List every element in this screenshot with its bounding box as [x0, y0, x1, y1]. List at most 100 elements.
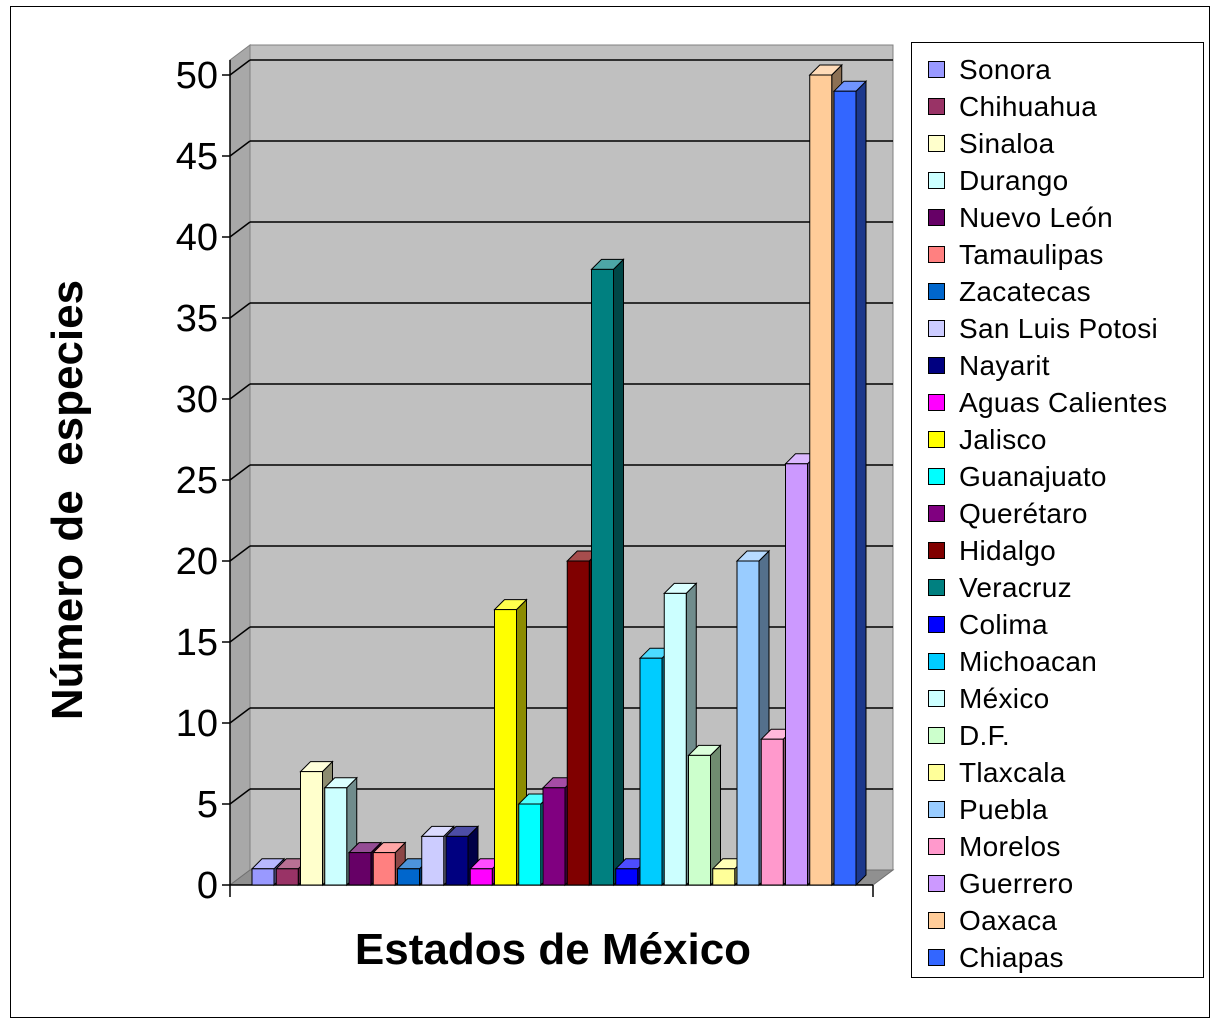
legend-label: Jalisco	[959, 423, 1047, 455]
legend-label: Chihuahua	[959, 90, 1098, 122]
legend-swatch	[928, 727, 945, 744]
legend-swatch	[928, 61, 945, 78]
y-tick-label: 0	[197, 865, 218, 907]
legend-label: Michoacan	[959, 645, 1098, 677]
legend-label: Tamaulipas	[959, 238, 1104, 270]
side-wall	[229, 44, 251, 886]
legend-swatch	[928, 431, 945, 448]
legend-swatch	[928, 912, 945, 929]
legend-item: Nayarit	[912, 347, 1203, 384]
gridline-side	[229, 59, 251, 76]
gridline-side	[229, 626, 251, 643]
legend-swatch	[928, 135, 945, 152]
bar-veracruz	[590, 258, 625, 887]
legend-item: Aguas Calientes	[912, 384, 1203, 421]
y-tick-label: 40	[176, 217, 218, 259]
legend-item: Guanajuato	[912, 458, 1203, 495]
legend-item: Nuevo León	[912, 199, 1203, 236]
gridline-side	[229, 302, 251, 319]
y-tick-label: 35	[176, 298, 218, 340]
legend-swatch	[928, 838, 945, 855]
y-tick-label: 30	[176, 379, 218, 421]
y-axis-title: Número de especies	[43, 280, 92, 720]
legend-item: Puebla	[912, 791, 1203, 828]
legend-label: Veracruz	[959, 571, 1072, 603]
legend-swatch	[928, 98, 945, 115]
legend-swatch	[928, 801, 945, 818]
legend-label: Nayarit	[959, 349, 1050, 381]
legend-item: Veracruz	[912, 569, 1203, 606]
y-tick-label: 10	[176, 703, 218, 745]
legend-label: Sinaloa	[959, 127, 1055, 159]
y-tick-label: 50	[176, 55, 218, 97]
legend-item: Morelos	[912, 828, 1203, 865]
gridline-side	[229, 545, 251, 562]
bar-d-f-	[687, 744, 722, 887]
legend-item: Querétaro	[912, 495, 1203, 532]
legend-swatch	[928, 468, 945, 485]
legend-label: Sonora	[959, 53, 1052, 85]
legend-item: Sinaloa	[912, 125, 1203, 162]
legend-label: Tlaxcala	[959, 756, 1066, 788]
gridline-side	[229, 221, 251, 238]
legend-item: San Luis Potosi	[912, 310, 1203, 347]
legend-label: Colima	[959, 608, 1048, 640]
legend-label: Hidalgo	[959, 534, 1057, 566]
legend-item: Tamaulipas	[912, 236, 1203, 273]
legend-label: Puebla	[959, 793, 1048, 825]
legend-swatch	[928, 690, 945, 707]
legend-item: Colima	[912, 606, 1203, 643]
bar-chiapas	[832, 79, 868, 887]
legend-swatch	[928, 542, 945, 559]
legend-label: Nuevo León	[959, 201, 1114, 233]
gridline-side	[229, 788, 251, 805]
legend-swatch	[928, 653, 945, 670]
legend-item: México	[912, 680, 1203, 717]
legend-label: Zacatecas	[959, 275, 1091, 307]
y-tick-label: 5	[197, 784, 218, 826]
legend-item: Sonora	[912, 51, 1203, 88]
legend-swatch	[928, 246, 945, 263]
y-tick-label: 45	[176, 136, 218, 178]
gridline-side	[229, 464, 251, 481]
y-tick-label: 25	[176, 460, 218, 502]
legend-label: Aguas Calientes	[959, 386, 1168, 418]
legend-label: Guanajuato	[959, 460, 1107, 492]
legend-swatch	[928, 209, 945, 226]
legend-label: México	[959, 682, 1050, 714]
legend-label: Morelos	[959, 830, 1061, 862]
legend-item: Chiapas	[912, 939, 1203, 976]
legend-item: Michoacan	[912, 643, 1203, 680]
legend-item: Guerrero	[912, 865, 1203, 902]
legend-item: Durango	[912, 162, 1203, 199]
legend-label: Durango	[959, 164, 1069, 196]
legend-swatch	[928, 505, 945, 522]
y-tick-label: 20	[176, 541, 218, 583]
legend-swatch	[928, 875, 945, 892]
legend-item: Tlaxcala	[912, 754, 1203, 791]
y-tick-label: 15	[176, 622, 218, 664]
legend-label: Guerrero	[959, 867, 1074, 899]
legend-label: San Luis Potosi	[959, 312, 1159, 344]
legend-swatch	[928, 320, 945, 337]
legend-swatch	[928, 172, 945, 189]
legend-label: D.F.	[959, 719, 1010, 751]
legend-item: Chihuahua	[912, 88, 1203, 125]
legend-swatch	[928, 949, 945, 966]
gridline-side	[229, 707, 251, 724]
legend: Sonora Chihuahua Sinaloa Durango Nuevo León T…	[911, 42, 1204, 978]
legend-swatch	[928, 283, 945, 300]
legend-swatch	[928, 579, 945, 596]
legend-item: Jalisco	[912, 421, 1203, 458]
legend-swatch	[928, 357, 945, 374]
legend-label: Oaxaca	[959, 904, 1058, 936]
legend-swatch	[928, 764, 945, 781]
legend-item: Zacatecas	[912, 273, 1203, 310]
legend-label: Chiapas	[959, 941, 1064, 973]
legend-item: D.F.	[912, 717, 1203, 754]
x-axis-title: Estados de México	[355, 925, 751, 974]
legend-label: Querétaro	[959, 497, 1088, 529]
legend-swatch	[928, 616, 945, 633]
legend-swatch	[928, 394, 945, 411]
